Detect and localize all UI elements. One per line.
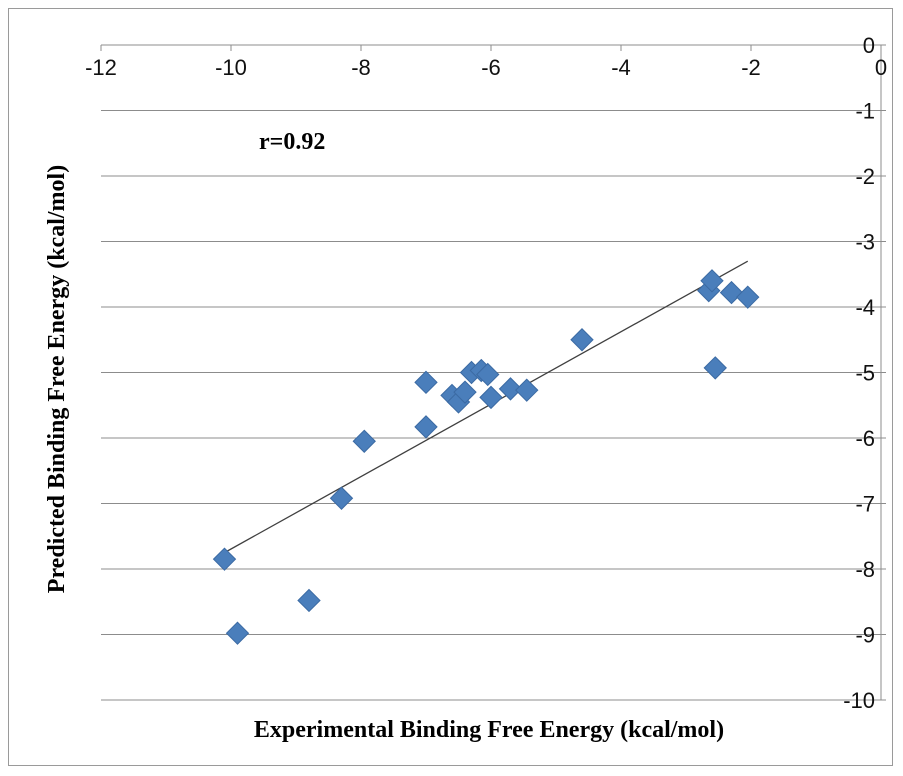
data-point bbox=[212, 547, 237, 571]
data-point bbox=[515, 378, 539, 402]
y-tick-label: -6 bbox=[855, 426, 875, 451]
data-point bbox=[453, 380, 477, 404]
y-tick-label: -5 bbox=[855, 361, 875, 386]
x-tick-label: -6 bbox=[481, 55, 501, 80]
y-tick-label: 0 bbox=[863, 33, 875, 58]
y-tick-label: -1 bbox=[855, 99, 875, 124]
scatter-chart: 0-1-2-3-4-5-6-7-8-9-10-12 -10 -8 -6 -4 -2 0 r=… bbox=[44, 33, 887, 743]
data-point bbox=[498, 377, 523, 401]
data-point bbox=[414, 370, 438, 395]
data-point bbox=[703, 356, 727, 380]
trendline bbox=[224, 260, 749, 554]
data-point bbox=[329, 486, 354, 510]
data-point bbox=[700, 269, 724, 293]
data-point bbox=[414, 415, 438, 439]
tick-labels: 0-1-2-3-4-5-6-7-8-9-10-12 -10 -8 -6 -4 -2 0 bbox=[85, 33, 887, 713]
x-tick-label: -8 bbox=[351, 55, 371, 80]
x-tick-label: -4 bbox=[611, 55, 631, 80]
y-tick-label: -3 bbox=[855, 230, 875, 255]
axes bbox=[100, 44, 886, 701]
data-points bbox=[212, 269, 760, 645]
trendline-group bbox=[224, 260, 749, 554]
data-point bbox=[476, 362, 500, 387]
x-tick-label: 0 bbox=[875, 55, 887, 80]
y-axis-title: Predicted Binding Free Energy (kcal/mol) bbox=[44, 165, 70, 593]
y-tick-label: -10 bbox=[843, 688, 875, 713]
data-point bbox=[570, 328, 594, 352]
x-axis-title: Experimental Binding Free Energy (kcal/m… bbox=[254, 717, 724, 743]
data-point bbox=[479, 385, 503, 410]
y-tick-label: -9 bbox=[855, 623, 875, 648]
data-point bbox=[736, 285, 760, 309]
y-tick-label: -7 bbox=[855, 492, 875, 517]
correlation-annotation: r=0.92 bbox=[259, 129, 325, 155]
y-tick-label: -2 bbox=[855, 164, 875, 189]
y-tick-label: -4 bbox=[855, 295, 875, 320]
x-tick-label: -2 bbox=[741, 55, 761, 80]
data-point bbox=[297, 588, 321, 613]
x-tick-label: -10 bbox=[215, 55, 247, 80]
y-tick-label: -8 bbox=[855, 557, 875, 582]
x-tick-label: -12 bbox=[85, 55, 117, 80]
data-point bbox=[225, 621, 250, 645]
chart-frame: 0 -1 -2 -3 -4 -5 -6 -7 -8 -9 -10 -12 -10 -8 -6 -4 -2 0 r=… bbox=[8, 8, 893, 766]
data-point bbox=[352, 429, 376, 453]
